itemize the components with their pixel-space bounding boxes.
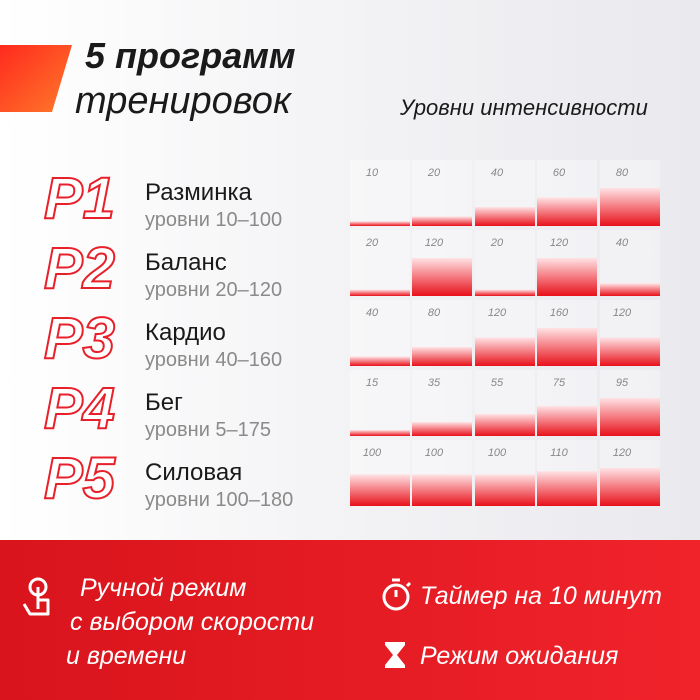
- level-label: 95: [616, 377, 629, 389]
- accent-flag: [0, 45, 72, 112]
- feature-text: Таймер на 10 минут: [420, 582, 662, 610]
- level-cell: [350, 160, 410, 226]
- level-label: 120: [613, 307, 632, 319]
- level-cell: [350, 300, 410, 366]
- hand-icon: [22, 577, 50, 616]
- level-label: 120: [488, 307, 507, 319]
- level-bar: [537, 258, 597, 296]
- program-name: Бег: [145, 389, 183, 416]
- level-label: 40: [616, 237, 629, 249]
- intensity-title: Уровни интенсивности: [399, 95, 648, 120]
- level-label: 35: [428, 377, 441, 389]
- level-label: 160: [550, 307, 569, 319]
- level-label: 20: [490, 237, 504, 249]
- level-bar: [412, 474, 472, 506]
- level-label: 55: [491, 377, 504, 389]
- level-cell: [350, 370, 410, 436]
- title: 5 программ: [85, 35, 295, 76]
- feature-text: и времени: [66, 642, 186, 670]
- level-label: 80: [428, 307, 441, 319]
- level-bar: [350, 430, 410, 436]
- level-bar: [537, 197, 597, 226]
- level-bar: [600, 337, 660, 366]
- level-cell: [350, 230, 410, 296]
- level-label: 80: [616, 167, 629, 179]
- level-label: 120: [613, 447, 632, 459]
- program-name: Силовая: [145, 459, 242, 486]
- level-bar: [350, 289, 410, 296]
- level-label: 75: [553, 377, 566, 389]
- program-code: P5: [44, 446, 116, 511]
- level-label: 40: [491, 167, 504, 179]
- feature-text: с выбором скорости: [70, 608, 314, 636]
- level-bar: [600, 398, 660, 436]
- level-label: 120: [425, 237, 444, 249]
- program-name: Разминка: [145, 179, 252, 206]
- level-cell: [412, 160, 472, 226]
- level-bar: [412, 258, 472, 296]
- level-label: 40: [366, 307, 379, 319]
- level-label: 100: [488, 447, 507, 459]
- level-bar: [475, 337, 535, 366]
- level-label: 20: [365, 237, 379, 249]
- title: тренировок: [75, 80, 293, 122]
- level-label: 120: [550, 237, 569, 249]
- level-bar: [600, 188, 660, 226]
- hourglass-icon: [385, 642, 405, 668]
- level-bar: [350, 474, 410, 506]
- level-bar: [600, 283, 660, 296]
- level-bar: [537, 328, 597, 366]
- feature-text: Ручной режим: [80, 574, 246, 602]
- level-label: 10: [366, 167, 379, 179]
- level-label: 20: [427, 167, 441, 179]
- level-bar: [537, 406, 597, 436]
- program-code: P1: [44, 166, 115, 231]
- level-label: 15: [366, 377, 379, 389]
- feature-text: Режим ожидания: [420, 642, 618, 670]
- level-bar: [350, 221, 410, 226]
- program-range: уровни 10–100: [145, 209, 282, 231]
- program-name: Кардио: [145, 319, 226, 346]
- level-label: 110: [550, 447, 568, 459]
- level-label: 100: [363, 447, 382, 459]
- level-label: 60: [553, 167, 566, 179]
- program-range: уровни 20–120: [145, 279, 282, 301]
- programs: P1 Разминка уровни 10–100 10 20 40 60 80 P2 Балан…: [43, 160, 660, 512]
- level-label: 100: [425, 447, 444, 459]
- footer-band: [0, 540, 700, 700]
- level-bar: [412, 216, 472, 226]
- level-bar: [475, 289, 535, 296]
- level-bar: [537, 471, 597, 506]
- level-bar: [412, 347, 472, 366]
- level-bar: [412, 422, 472, 436]
- program-range: уровни 5–175: [145, 419, 271, 441]
- program-code: P3: [44, 306, 115, 371]
- program-range: уровни 40–160: [145, 349, 282, 371]
- level-bar: [600, 468, 660, 506]
- program-range: уровни 100–180: [145, 489, 293, 511]
- program-code: P2: [44, 236, 115, 301]
- level-bar: [475, 474, 535, 506]
- level-bar: [475, 207, 535, 226]
- stopwatch-icon: [382, 578, 412, 611]
- program-code: P4: [44, 376, 115, 441]
- level-cell: [475, 230, 535, 296]
- level-bar: [475, 414, 535, 436]
- program-name: Баланс: [145, 249, 227, 276]
- level-bar: [350, 356, 410, 366]
